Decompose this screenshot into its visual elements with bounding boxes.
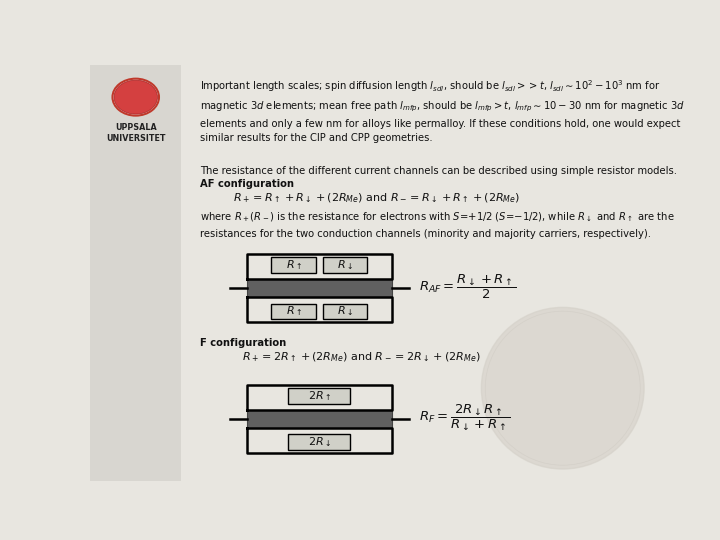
Ellipse shape <box>114 80 158 114</box>
Text: AF configuration: AF configuration <box>200 179 294 189</box>
Text: $R_{AF}=\dfrac{R_\downarrow+R_\uparrow}{2}$: $R_{AF}=\dfrac{R_\downarrow+R_\uparrow}{… <box>418 273 516 301</box>
Text: $R_+=R_\uparrow+R_\downarrow+(2R_{Me})$ and $R_-=R_\downarrow+R_\uparrow+(2R_{Me: $R_+=R_\uparrow+R_\downarrow+(2R_{Me})$ … <box>233 192 521 205</box>
Text: Important length scales; spin diffusion length $l_{sdl}$, should be $l_{sdl}>>t$: Important length scales; spin diffusion … <box>200 79 685 143</box>
Bar <box>246 410 392 428</box>
Bar <box>289 388 351 403</box>
Bar <box>90 65 181 481</box>
Text: $R_\downarrow$: $R_\downarrow$ <box>337 259 353 272</box>
Text: $R_\uparrow$: $R_\uparrow$ <box>286 258 302 272</box>
Bar <box>246 279 392 298</box>
Bar <box>323 257 367 273</box>
Ellipse shape <box>112 79 159 116</box>
Text: $R_F=\dfrac{2R_\downarrow R_\uparrow}{R_\downarrow+R_\uparrow}$: $R_F=\dfrac{2R_\downarrow R_\uparrow}{R_… <box>418 402 510 433</box>
Text: $R_+=2R_\uparrow+(2R_{Me})$ and $R_-=2R_\downarrow+(2R_{Me})$: $R_+=2R_\uparrow+(2R_{Me})$ and $R_-=2R_… <box>242 351 481 364</box>
Text: $2R_\uparrow$: $2R_\uparrow$ <box>308 389 331 403</box>
Circle shape <box>482 307 644 469</box>
Bar <box>323 303 367 319</box>
Text: UPPSALA
UNIVERSITET: UPPSALA UNIVERSITET <box>106 123 166 143</box>
Bar <box>289 434 351 450</box>
Bar <box>271 257 316 273</box>
Text: F configuration: F configuration <box>200 338 287 348</box>
Bar <box>271 303 316 319</box>
Text: $R_\uparrow$: $R_\uparrow$ <box>286 305 302 318</box>
Text: where $R_+$($R_-$) is the resistance for electrons with $S$=+1/2 ($S$=−1/2), whi: where $R_+$($R_-$) is the resistance for… <box>200 211 675 239</box>
Text: The resistance of the different current channels can be described using simple r: The resistance of the different current … <box>200 166 677 177</box>
Text: $2R_\downarrow$: $2R_\downarrow$ <box>308 436 331 449</box>
Text: $R_\downarrow$: $R_\downarrow$ <box>337 305 353 318</box>
